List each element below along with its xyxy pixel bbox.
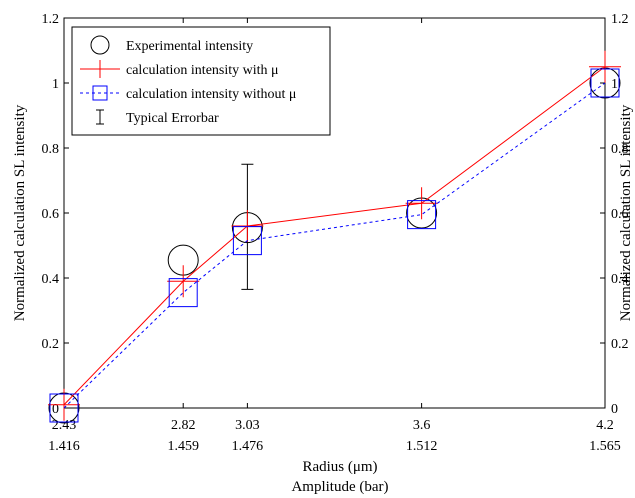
y-tick-label: 0.2	[42, 337, 60, 352]
y2-tick-label: 0.2	[611, 337, 629, 352]
x2-tick-label: 1.476	[232, 439, 264, 454]
series-2-point-4	[590, 68, 620, 98]
legend-label-errorbar: Typical Errorbar	[126, 111, 219, 126]
x-axis-ticks: 2.431.4162.821.4593.031.4763.61.5124.21.…	[48, 18, 621, 454]
series-1-point-3	[405, 187, 438, 220]
x-tick-label: 3.6	[413, 418, 431, 433]
series-1-point-4	[589, 50, 621, 83]
y-tick-label: 0.4	[42, 272, 60, 287]
x2-axis-label: Amplitude (bar)	[291, 479, 388, 495]
x2-tick-label: 1.459	[167, 439, 199, 454]
legend-marker-2	[92, 85, 108, 101]
x-tick-label: 2.82	[171, 418, 196, 433]
y-tick-label: 1	[52, 77, 59, 92]
y-tick-label: 0.8	[42, 142, 60, 157]
x-axis-label: Radius (μm)	[302, 459, 377, 475]
y-tick-label: 0	[52, 402, 59, 417]
y-axis-ticks: 0 0 0.2 0.2 0.4 0.4 0.6 0.6 0.8 0.8 1 1 1.2 1.2	[42, 12, 629, 417]
y2-axis-label: Normalized calculation SL intensity	[618, 104, 634, 321]
y2-tick-label: 0.6	[611, 207, 629, 222]
legend-label-0: Experimental intensity	[126, 39, 253, 54]
legend-label-2: calculation intensity without μ	[126, 87, 296, 102]
legend-box	[71, 26, 331, 136]
series-2-point-1	[168, 278, 198, 308]
series-1-point-1	[167, 265, 200, 298]
series-2-point-2	[232, 226, 262, 256]
x2-tick-label: 1.565	[589, 439, 621, 454]
series-2-point-3	[407, 200, 437, 230]
y-tick-label: 0.6	[42, 207, 60, 222]
x-tick-label: 3.03	[235, 418, 260, 433]
series-layer	[48, 50, 621, 424]
legend: Experimental intensity calculation intens…	[71, 26, 331, 136]
y2-tick-label: 0.4	[611, 272, 629, 287]
legend-marker-0	[90, 35, 110, 55]
legend-label-1: calculation intensity with μ	[126, 63, 279, 78]
x2-tick-label: 1.416	[48, 439, 80, 454]
y-tick-label: 1.2	[42, 12, 60, 27]
series-2-point-0	[49, 393, 79, 423]
y2-tick-label: 1	[611, 77, 618, 92]
y2-tick-label: 0	[611, 402, 618, 417]
x2-tick-label: 1.512	[406, 439, 438, 454]
y2-tick-label: 0.8	[611, 142, 629, 157]
series-line-2	[63, 82, 606, 409]
y2-tick-label: 1.2	[611, 12, 629, 27]
series-1-point-2	[231, 210, 264, 242]
y-axis-label: Normalized calculation SL intensity	[12, 104, 28, 321]
x-tick-label: 4.2	[596, 418, 614, 433]
legend-marker-1	[91, 60, 109, 78]
